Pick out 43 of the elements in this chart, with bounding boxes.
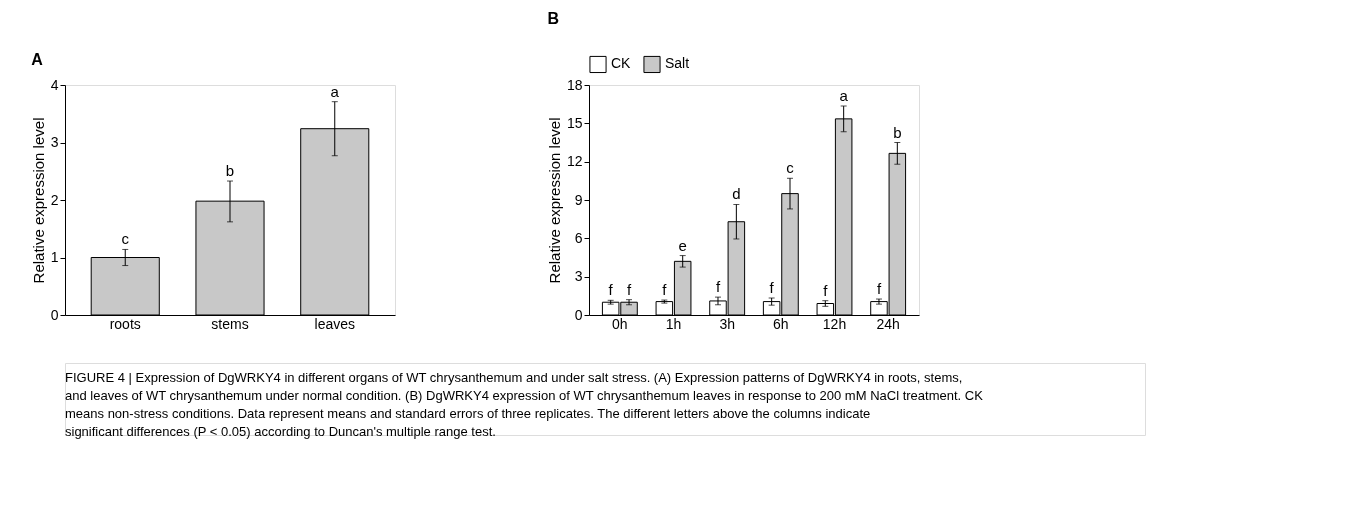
x-tick-label: roots <box>109 315 141 332</box>
data-label: f <box>608 281 614 299</box>
data-label: f <box>769 279 775 297</box>
x-tick-label: stems <box>211 315 249 332</box>
y-tick-label: 9 <box>574 191 583 208</box>
y-tick-label: 15 <box>566 114 583 131</box>
x-tick-label: 1h <box>665 315 682 332</box>
y-tick-label: 6 <box>574 229 583 246</box>
x-tick-label: 0h <box>612 315 628 332</box>
y-tick-label: 3 <box>574 268 583 285</box>
x-tick-label: 3h <box>719 315 735 332</box>
x-tick-label: 24h <box>876 315 900 332</box>
x-tick-label: 12h <box>822 315 847 332</box>
data-label: b <box>225 162 235 180</box>
y-tick-label: 0 <box>574 306 583 323</box>
y-tick-label: 4 <box>50 76 59 93</box>
chart-title: A <box>31 51 44 68</box>
data-label: f <box>626 280 632 298</box>
data-label: e <box>678 236 687 254</box>
x-tick-label: 6h <box>773 315 789 332</box>
y-tick-label: 1 <box>50 249 59 265</box>
chart-title: B <box>547 10 559 27</box>
y-tick-label: 0 <box>50 306 59 323</box>
x-tick-label: leaves <box>314 315 355 332</box>
data-label: a <box>839 87 849 105</box>
data-label: a <box>330 82 340 100</box>
legend-label: Salt <box>665 55 690 72</box>
legend-label: CK <box>611 55 632 72</box>
data-label: f <box>715 278 721 296</box>
y-tick-label: 12 <box>566 153 583 170</box>
y-axis-title: Relative expression level <box>545 117 563 284</box>
data-label: c <box>786 159 795 177</box>
y-tick-label: 2 <box>50 191 59 208</box>
data-label: f <box>823 281 829 299</box>
data-label: f <box>662 281 668 299</box>
data-label: c <box>121 230 130 248</box>
data-label: f <box>876 280 882 298</box>
data-label: d <box>732 185 741 203</box>
caption: FIGURE 4 | Expression of DgWRKY4 in different organs of WT chrysanthemum and under salt stress. (A) Expression patterns of DgWRKY4 in roots, stems, and leaves of WT chrysanthemum under normal condition. (B) DgWRKY4 expression of WT chrysanthemum leaves in response to 200 mM NaCl treatment. CK means non-stress conditions. Data represent means and standard errors of three replicates. The different letters above the columns indicate significant differences (P < 0.05) according to Duncan's multiple range test. <box>65 370 984 439</box>
y-tick-label: 18 <box>566 76 583 93</box>
y-tick-label: 3 <box>50 134 59 150</box>
y-axis-title: Relative expression level <box>29 117 47 284</box>
data-label: b <box>893 123 902 141</box>
